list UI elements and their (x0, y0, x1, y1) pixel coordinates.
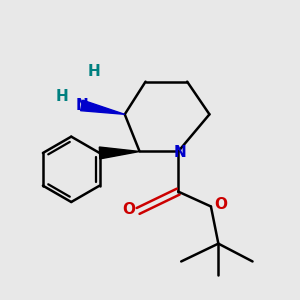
Text: O: O (123, 202, 136, 217)
Text: N: N (76, 98, 88, 113)
Polygon shape (99, 147, 140, 159)
Text: N: N (173, 145, 186, 160)
Text: O: O (214, 197, 227, 212)
Text: H: H (56, 89, 69, 104)
Text: H: H (87, 64, 100, 79)
Polygon shape (81, 100, 125, 114)
